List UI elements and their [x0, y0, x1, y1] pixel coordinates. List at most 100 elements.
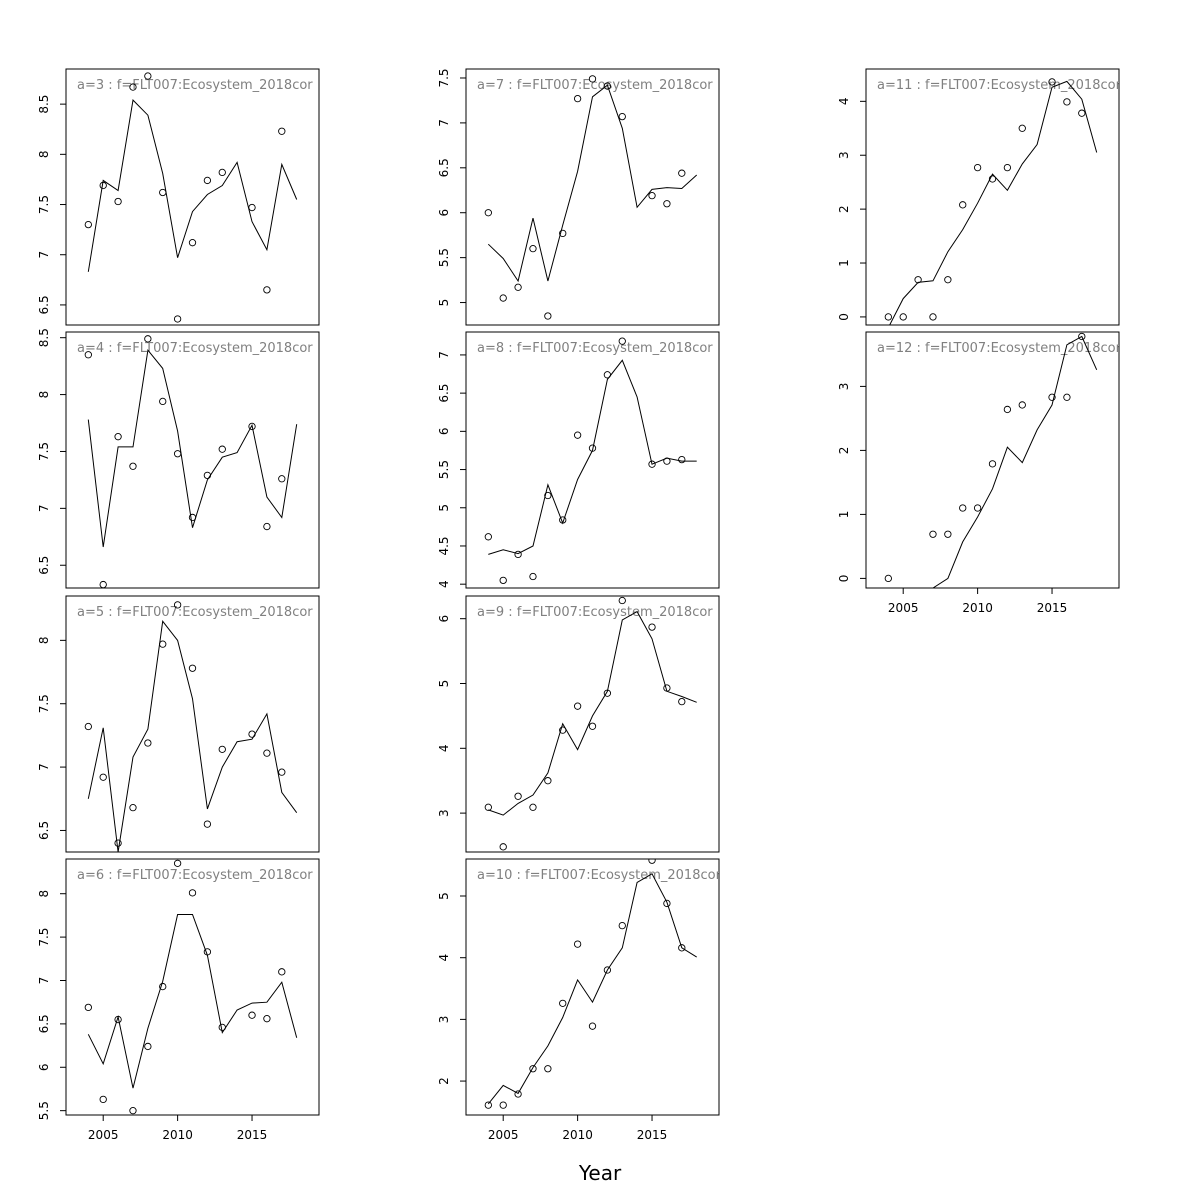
y-tick-label: 8	[37, 391, 51, 399]
data-point	[588, 75, 597, 83]
data-point	[944, 276, 952, 284]
panel-frame	[465, 858, 720, 1116]
y-tick-label: 2	[837, 447, 851, 455]
data-point	[218, 168, 226, 177]
panel-title: a=9 : f=FLT007:Ecosystem_2018cor	[477, 605, 713, 620]
panel-title: a=8 : f=FLT007:Ecosystem_2018cor	[477, 341, 713, 356]
y-tick-label: 7.5	[37, 928, 51, 947]
panel-plot-area: a=6 : f=FLT007:Ecosystem_2018cor	[77, 859, 313, 1115]
y-tick-label: 6	[437, 428, 451, 436]
data-point	[1018, 401, 1026, 409]
data-point	[263, 286, 271, 294]
data-point	[114, 433, 122, 441]
data-point	[248, 203, 256, 212]
fitted-line	[487, 84, 698, 283]
data-point	[514, 792, 522, 800]
data-point	[618, 337, 626, 345]
y-tick-label: 3	[437, 1016, 451, 1024]
panel-title: a=7 : f=FLT007:Ecosystem_2018cor	[477, 78, 713, 93]
y-tick-label: 6.5	[437, 384, 451, 403]
data-point	[218, 445, 226, 453]
data-point	[618, 596, 626, 605]
data-point	[188, 513, 197, 522]
fitted-line	[488, 359, 697, 555]
x-tick-label: 2010	[562, 1128, 593, 1142]
data-point	[914, 276, 922, 284]
fitted-line	[87, 349, 298, 548]
data-point	[114, 839, 122, 847]
data-point	[514, 550, 522, 559]
y-tick-label: 5.5	[437, 248, 451, 267]
y-tick-label: 7.5	[37, 442, 51, 461]
y-tick-label: 8.5	[37, 95, 51, 114]
data-point	[573, 431, 582, 439]
data-point	[573, 94, 582, 103]
panel-title: a=11 : f=FLT007:Ecosystem_2018cor	[877, 78, 1122, 93]
panel-plot-area: a=12 : f=FLT007:Ecosystem_2018cor	[877, 332, 1122, 588]
data-point	[588, 722, 597, 730]
data-point	[84, 351, 92, 359]
y-tick-label: 6	[437, 615, 451, 623]
panel-title: a=12 : f=FLT007:Ecosystem_2018cor	[877, 341, 1122, 356]
data-point	[159, 397, 167, 406]
data-point	[603, 689, 612, 697]
fitted-line	[87, 99, 298, 272]
data-point	[544, 1065, 552, 1073]
panel: a=12 : f=FLT007:Ecosystem_2018cor 0 1 2 3 200…	[837, 331, 1122, 615]
y-tick-label: 6.5	[37, 821, 51, 840]
data-point	[248, 1011, 256, 1019]
panel: a=5 : f=FLT007:Ecosystem_2018cor 6.5 7 7.5 8	[37, 595, 320, 853]
panel: a=4 : f=FLT007:Ecosystem_2018cor 6.5 7 7.5 8…	[37, 328, 320, 589]
data-point	[1003, 405, 1012, 414]
fitted-line	[487, 873, 697, 1105]
data-point	[159, 188, 167, 197]
data-point	[618, 112, 626, 121]
data-point	[529, 1065, 537, 1073]
data-point	[1078, 109, 1086, 117]
y-tick-label: 7	[37, 763, 51, 771]
data-point	[529, 572, 537, 581]
data-point	[114, 1015, 122, 1024]
data-point	[663, 457, 671, 465]
data-point	[573, 702, 582, 710]
panel-frame	[65, 858, 320, 1116]
y-tick-label: 6.5	[37, 1014, 51, 1033]
data-point	[144, 1042, 152, 1051]
data-point	[1003, 163, 1012, 172]
x-tick-label: 2015	[637, 1128, 668, 1142]
y-tick-label: 6.5	[37, 295, 51, 314]
x-axis-title: Year	[578, 1161, 622, 1185]
panel: a=3 : f=FLT007:Ecosystem_2018cor 6.5 7 7.5 8…	[37, 68, 320, 326]
panel-plot-area: a=7 : f=FLT007:Ecosystem_2018cor	[477, 75, 713, 320]
data-point	[114, 197, 122, 206]
data-point	[663, 899, 671, 908]
panel-frame	[65, 595, 320, 853]
panel-frame	[465, 331, 720, 589]
y-tick-label: 7.5	[437, 68, 451, 87]
data-point	[959, 504, 967, 512]
data-point	[663, 200, 671, 208]
data-point	[588, 444, 597, 452]
y-tick-label: 2	[837, 205, 851, 213]
data-point	[884, 313, 892, 321]
y-tick-label: 5	[437, 504, 451, 512]
panel-plot-area: a=5 : f=FLT007:Ecosystem_2018cor	[77, 601, 313, 852]
data-point	[514, 283, 522, 291]
panel-plot-area: a=9 : f=FLT007:Ecosystem_2018cor	[477, 596, 713, 851]
panel-plot-area: a=4 : f=FLT007:Ecosystem_2018cor	[77, 335, 313, 588]
panel-plot-area: a=8 : f=FLT007:Ecosystem_2018cor	[477, 337, 713, 585]
data-point	[648, 192, 656, 200]
data-point	[278, 475, 286, 483]
data-point	[544, 777, 552, 785]
data-point	[559, 516, 567, 524]
x-tick-label: 2010	[962, 601, 993, 615]
data-point	[144, 72, 152, 80]
data-point	[484, 209, 492, 217]
data-point	[1048, 78, 1056, 86]
panel: a=7 : f=FLT007:Ecosystem_2018cor 5 5.5 6 6.5…	[437, 68, 720, 326]
data-point	[203, 176, 212, 185]
x-tick-label: 2015	[237, 1128, 268, 1142]
data-point	[129, 83, 137, 91]
panel: a=6 : f=FLT007:Ecosystem_2018cor 5.5 6 6.5 7…	[37, 858, 320, 1142]
data-point	[603, 966, 612, 974]
